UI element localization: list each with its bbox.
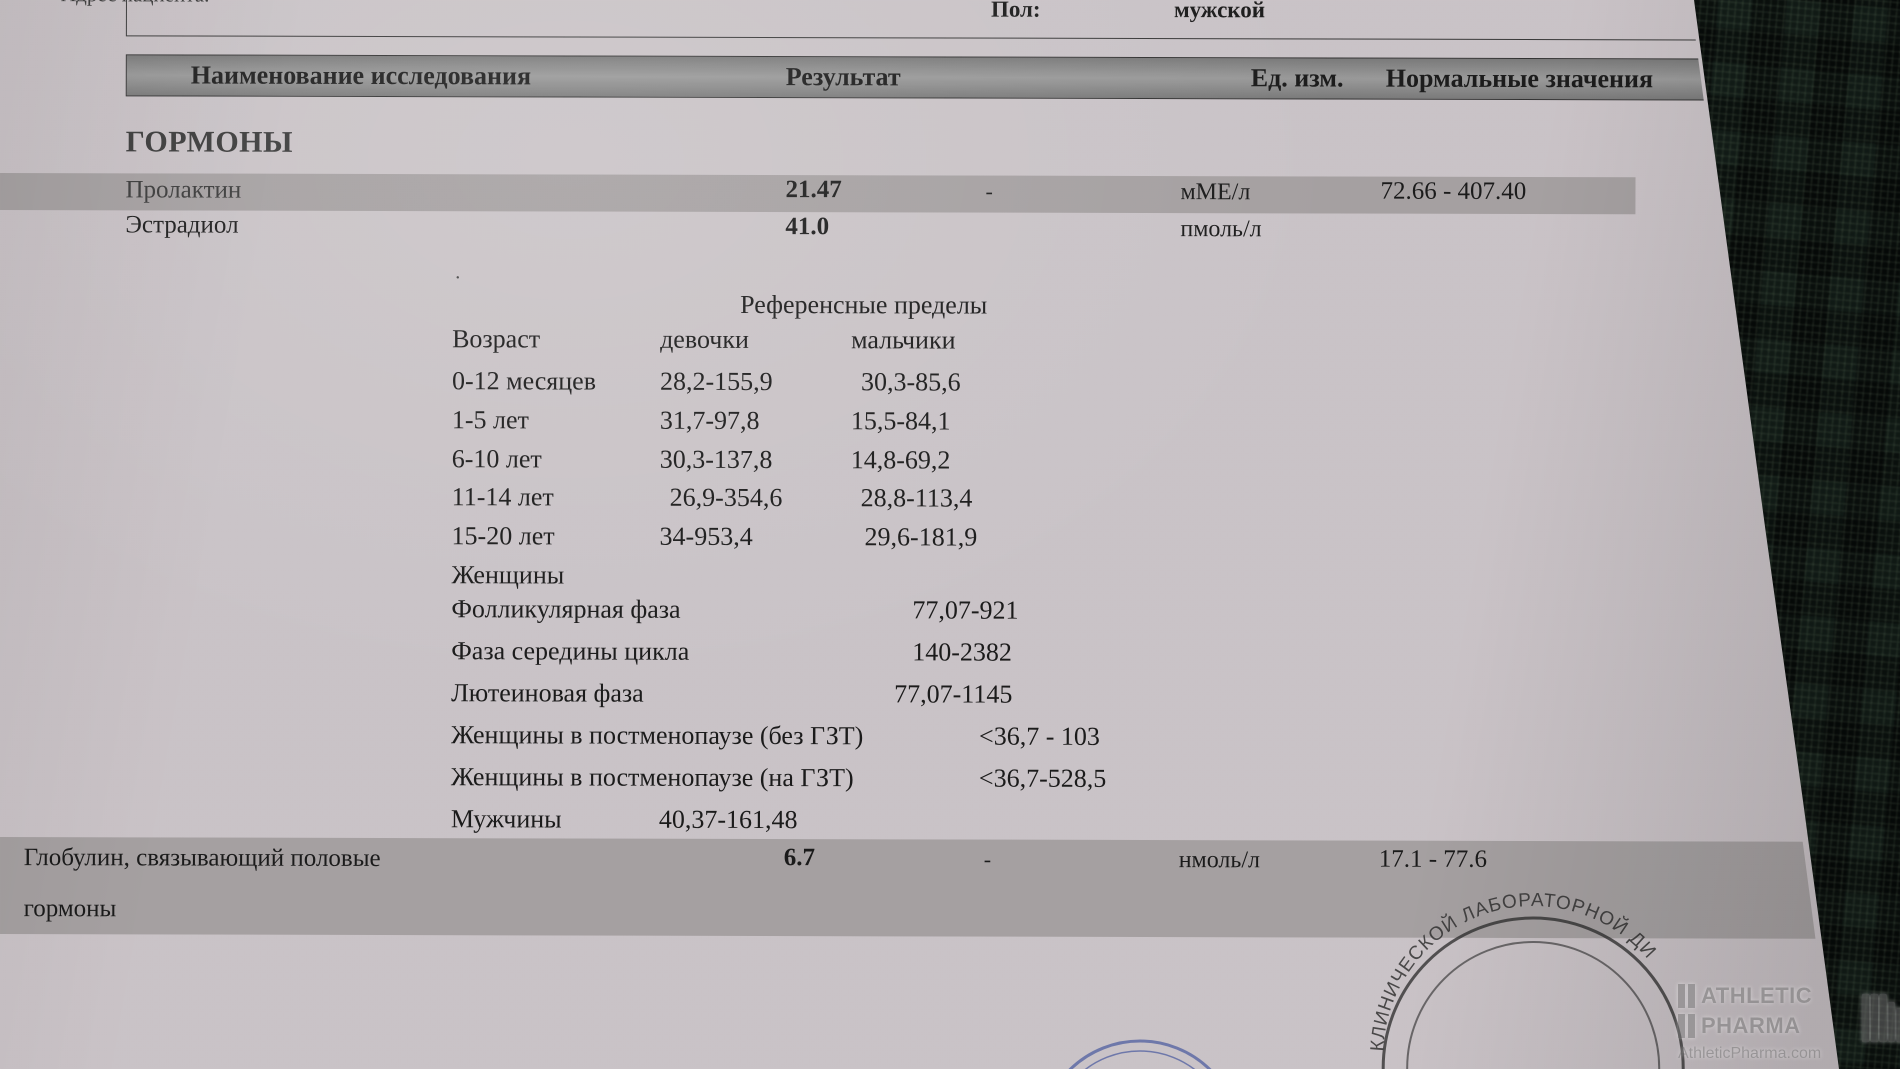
svg-text:AthleticPharma.com: AthleticPharma.com <box>1678 1045 1821 1062</box>
svg-text:КЛИНИЧЕСКОЙ ЛАБОРАТОРНОЙ ДИ: КЛИНИЧЕСКОЙ ЛАБОРАТОРНОЙ ДИ <box>1367 889 1660 1052</box>
svg-text:ATHLETIC: ATHLETIC <box>1701 983 1812 1008</box>
svg-text:PHARMA: PHARMA <box>1701 1013 1801 1038</box>
